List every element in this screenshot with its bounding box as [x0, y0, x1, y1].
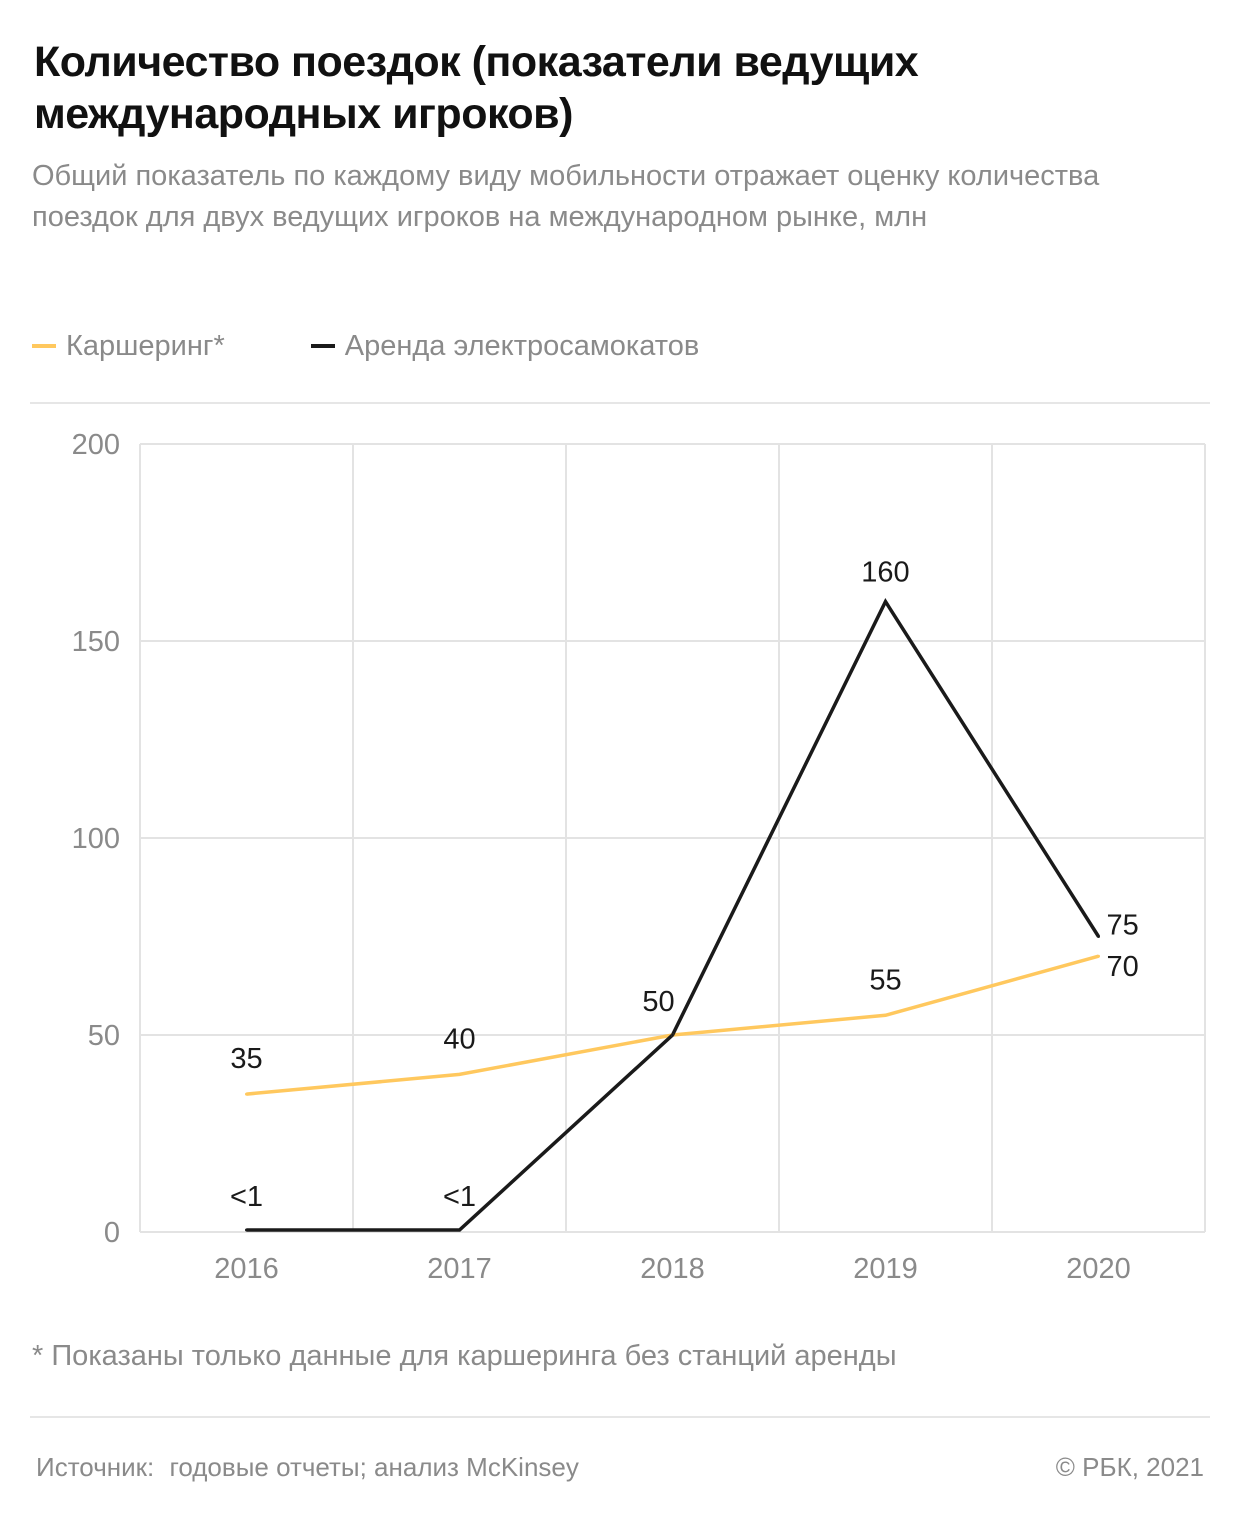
y-tick-label: 100: [72, 823, 120, 855]
legend: Каршеринг* Аренда электросамокатов: [32, 324, 785, 368]
data-label-carsharing: 40: [443, 1023, 475, 1055]
data-label-scooters: <1: [230, 1181, 263, 1213]
y-tick-label: 150: [72, 626, 120, 658]
data-label-scooters: <1: [443, 1181, 476, 1213]
y-tick-label: 0: [104, 1217, 120, 1249]
data-label-scooters: 75: [1107, 910, 1139, 942]
data-label-carsharing: 50: [642, 986, 674, 1018]
data-label-carsharing: 35: [230, 1043, 262, 1075]
legend-label-scooters: Аренда электросамокатов: [344, 329, 700, 362]
data-point-carsharing: [458, 1072, 461, 1076]
x-tick-label: 2019: [853, 1253, 918, 1285]
data-point-scooters: [458, 1228, 461, 1232]
y-tick-label: 200: [72, 429, 120, 461]
bottom-divider: [30, 1416, 1210, 1418]
data-point-carsharing: [1097, 954, 1100, 958]
x-tick-label: 2018: [640, 1253, 705, 1285]
chart-title: Количество поездок (показатели ведущих м…: [34, 38, 919, 138]
legend-item-carsharing: Каршеринг*: [32, 330, 225, 363]
data-point-carsharing: [245, 1092, 248, 1096]
footnote: * Показаны только данные для каршеринга …: [32, 1340, 897, 1372]
source-label: Источник:: [36, 1452, 155, 1482]
series-line-carsharing: [246, 954, 1099, 1096]
y-tick-label: 50: [88, 1020, 120, 1052]
source-text: годовые отчеты; анализ McKinsey: [169, 1452, 579, 1482]
legend-swatch-carsharing: [32, 344, 56, 348]
x-tick-label: 2016: [214, 1253, 279, 1285]
data-label-carsharing: 55: [869, 964, 901, 996]
data-point-carsharing: [884, 1013, 887, 1017]
data-point-scooters: [671, 1033, 674, 1037]
data-point-scooters: [1097, 935, 1100, 938]
data-label-carsharing: 70: [1107, 951, 1139, 983]
x-tick-label: 2020: [1066, 1253, 1131, 1285]
data-point-scooters: [245, 1228, 248, 1232]
top-divider: [30, 402, 1210, 404]
legend-swatch-scooters: [310, 344, 335, 348]
x-tick-label: 2017: [427, 1253, 492, 1285]
chart-subtitle: Общий показатель по каждому виду мобильн…: [32, 160, 1100, 233]
copyright: © РБК, 2021: [1055, 1452, 1204, 1482]
line-chart: 0 50 100 150 200 2016 2017 2018 2019 2020 35 40 50 55…: [72, 429, 1206, 1285]
legend-item-scooters: Аренда электросамокатов: [310, 329, 700, 363]
series-line-scooters: [246, 598, 1100, 1232]
legend-label-carsharing: Каршеринг*: [66, 329, 225, 362]
data-point-scooters: [884, 600, 887, 604]
data-label-scooters: 160: [861, 557, 909, 589]
source-line: Источник: годовые отчеты; анализ McKinse…: [36, 1452, 579, 1483]
